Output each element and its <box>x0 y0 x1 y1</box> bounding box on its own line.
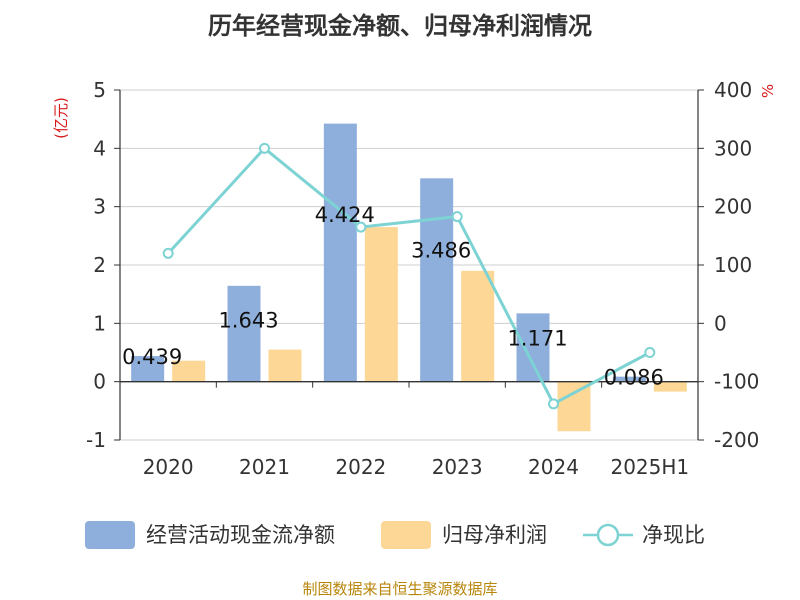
left-tick-label: 5 <box>93 78 106 102</box>
x-tick-label: 2025H1 <box>610 455 689 479</box>
data-label-cash-flow: 3.486 <box>411 238 471 262</box>
point-cash-ratio[interactable] <box>548 398 559 410</box>
bar-cash-flow[interactable] <box>323 123 357 382</box>
axis-layer: 5 4 3 2 1 0 -1 400 300 200 100 0 -100 -200 2020 2021 202… <box>86 78 759 479</box>
bar-cash-flow[interactable] <box>612 376 646 382</box>
point-cash-ratio[interactable] <box>355 221 367 233</box>
right-tick-label: -100 <box>714 370 759 394</box>
bar-net-profit[interactable] <box>653 381 687 392</box>
legend-label-cash-ratio[interactable]: 净现比 <box>642 523 705 547</box>
bar-cash-flow[interactable] <box>227 285 261 382</box>
point-cash-ratio[interactable] <box>259 142 270 154</box>
source-note: 制图数据来自恒生聚源数据库 <box>302 580 497 598</box>
x-tick-label: 2020 <box>143 455 194 479</box>
x-tick-label: 2023 <box>432 455 483 479</box>
data-label-cash-flow: 0.439 <box>122 345 182 369</box>
left-tick-label: 1 <box>93 311 106 335</box>
left-tick-label: 0 <box>93 370 106 394</box>
data-label-cash-flow: 0.086 <box>604 366 664 390</box>
bar-net-profit[interactable] <box>172 360 206 382</box>
bar-cash-flow[interactable] <box>420 178 454 382</box>
bar-net-profit[interactable] <box>557 381 591 432</box>
legend: 经营活动现金流净额 归母净利润 净现比 <box>85 521 705 549</box>
left-tick-label: -1 <box>86 428 106 452</box>
point-cash-ratio[interactable] <box>162 247 174 259</box>
legend-swatch-cash-flow[interactable] <box>85 521 135 549</box>
right-tick-label: 300 <box>714 136 752 160</box>
left-tick-label: 2 <box>93 253 106 277</box>
chart-title: 历年经营现金净额、归母净利润情况 <box>208 12 592 40</box>
line-cash-ratio <box>167 146 651 406</box>
left-tick-label: 3 <box>93 195 106 219</box>
bar-net-profit[interactable] <box>461 270 495 382</box>
bar-net-profit[interactable] <box>364 227 398 382</box>
label-layer: 0.439 1.643 4.424 3.486 1.171 0.086 <box>122 203 664 390</box>
bar-layer <box>131 123 687 432</box>
bar-net-profit[interactable] <box>268 349 302 382</box>
point-cash-ratio[interactable] <box>644 347 656 358</box>
legend-label-cash-flow[interactable]: 经营活动现金流净额 <box>146 523 335 547</box>
legend-swatch-net-profit[interactable] <box>381 521 431 549</box>
point-cash-ratio[interactable] <box>451 211 463 223</box>
data-label-cash-flow: 1.643 <box>218 308 278 332</box>
right-tick-label: -200 <box>714 428 759 452</box>
legend-marker-cash-ratio[interactable] <box>596 523 620 547</box>
line-layer <box>162 142 656 410</box>
x-tick-label: 2021 <box>239 455 290 479</box>
x-tick-label: 2022 <box>335 455 386 479</box>
left-axis-label: (亿元) <box>52 97 70 139</box>
right-tick-label: 0 <box>714 311 727 335</box>
data-label-cash-flow: 4.424 <box>315 203 375 227</box>
bar-cash-flow[interactable] <box>516 313 550 382</box>
right-tick-label: 100 <box>714 253 752 277</box>
right-tick-label: 400 <box>714 78 752 102</box>
legend-label-net-profit[interactable]: 归母净利润 <box>442 523 547 547</box>
right-tick-label: 200 <box>714 195 752 219</box>
bar-cash-flow[interactable] <box>131 356 165 382</box>
x-tick-label: 2024 <box>528 455 579 479</box>
right-axis-label: % <box>759 84 777 98</box>
left-tick-label: 4 <box>93 136 106 160</box>
data-label-cash-flow: 1.171 <box>507 326 567 350</box>
